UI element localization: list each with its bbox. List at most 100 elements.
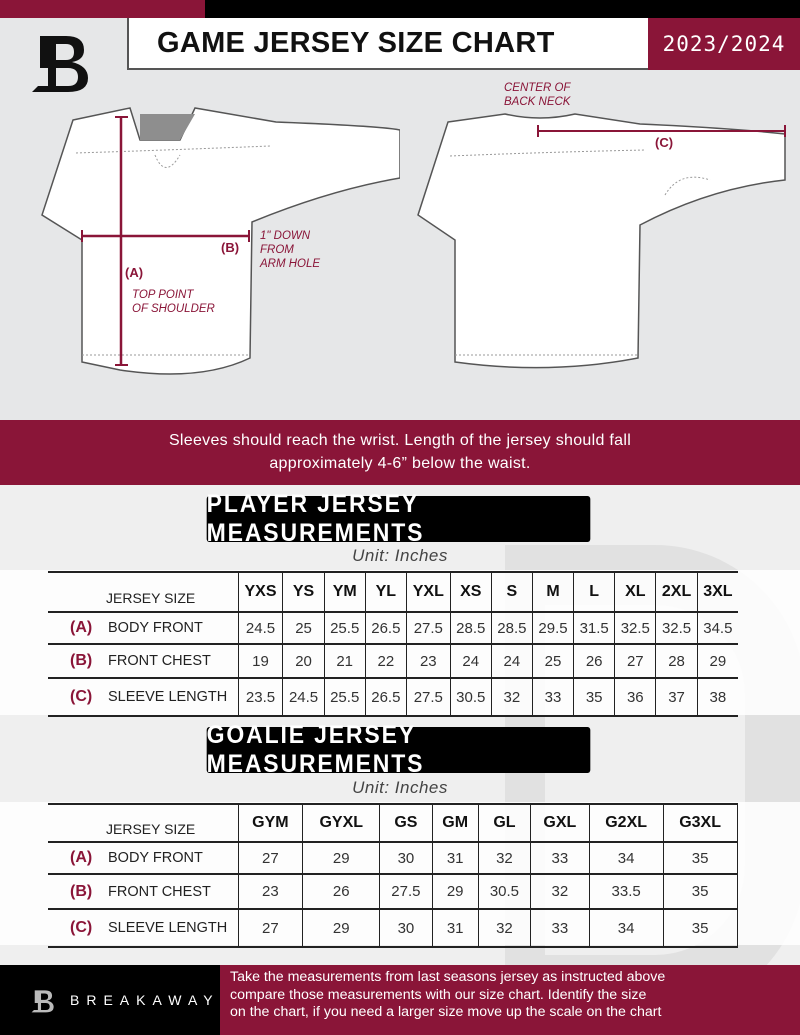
table-cell: 37	[655, 678, 698, 716]
table-cell: 33	[531, 678, 574, 716]
table-cell: 23.5	[237, 678, 283, 716]
size-column-header: YL	[364, 572, 407, 612]
measurement-label: (C) SLEEVE LENGTH	[70, 688, 228, 705]
table-cell: 25	[282, 612, 325, 644]
table-cell	[736, 842, 738, 874]
table-cell: 36	[614, 678, 656, 716]
table-cell: 25.5	[323, 678, 366, 716]
size-column-header: G3XL	[662, 804, 738, 842]
table-cell: 38	[696, 678, 738, 716]
table-cell: 32	[477, 909, 531, 947]
label-a: (A)	[125, 265, 144, 280]
instruction-banner: Sleeves should reach the wrist. Length o…	[0, 420, 800, 485]
table-cell: 31	[431, 909, 479, 947]
table-cell: 31	[431, 842, 479, 874]
table-cell	[736, 874, 738, 909]
size-column-header: GL	[477, 804, 531, 842]
measurement-label: (B) FRONT CHEST	[70, 882, 211, 900]
table-cell: 35	[662, 842, 738, 874]
table-cell: 28	[655, 644, 698, 678]
table-cell: 30	[379, 909, 433, 947]
table-row: (A) BODY FRONT 24.5 25 25.5 26.5 27.5 28.5 28.5 2…	[48, 612, 738, 644]
table-cell: 27	[237, 842, 303, 874]
table-cell: 22	[364, 644, 407, 678]
footer-brand-name: BREAKAWAY	[70, 992, 220, 1008]
size-column-header: YM	[323, 572, 366, 612]
table-cell: 28.5	[490, 612, 533, 644]
top-black-bar	[205, 0, 800, 18]
table-cell: 27	[237, 909, 303, 947]
table-cell: 29	[696, 644, 738, 678]
table-cell: 28.5	[449, 612, 492, 644]
size-column-header: YS	[282, 572, 325, 612]
table-cell: 32	[530, 874, 590, 909]
table-cell: 34	[588, 909, 664, 947]
table-cell: 29	[302, 842, 380, 874]
table-cell: 25	[531, 644, 574, 678]
table-cell: 31.5	[573, 612, 615, 644]
table-cell: 27	[614, 644, 656, 678]
front-jersey-diagram	[41, 107, 400, 375]
size-column-header: XS	[449, 572, 492, 612]
label-b: (B)	[221, 240, 240, 255]
size-column-header: GM	[431, 804, 479, 842]
measurement-label: (B) FRONT CHEST	[70, 652, 211, 669]
table-row: (C) SLEEVE LENGTH 23.5 24.5 25.5 26.5 27.5 30.5…	[48, 678, 738, 716]
table-cell: 19	[237, 644, 283, 678]
size-column-header: GYM	[237, 804, 303, 842]
goalie-unit: Unit: Inches	[352, 778, 448, 797]
size-column-header: L	[573, 572, 615, 612]
table-cell: 23	[405, 644, 451, 678]
back-jersey-diagram	[417, 113, 786, 369]
table-cell: 33	[530, 842, 590, 874]
footer-instructions: Take the measurements from last seasons …	[220, 965, 800, 1035]
table-cell: 32.5	[614, 612, 656, 644]
season-badge: 2023/2024	[648, 18, 800, 70]
size-column-header: XL	[614, 572, 656, 612]
goalie-size-table: JERSEY SIZE GYM GYXL GS GM GL GXL G2XL G3XL (A) BO…	[48, 803, 738, 948]
table-cell: 29.5	[531, 612, 574, 644]
note-a: TOP POINT OF SHOULDER	[132, 289, 215, 315]
measurement-label: (C) SLEEVE LENGTH	[70, 919, 228, 936]
table-cell: 32	[490, 678, 533, 716]
table-cell: 34	[588, 842, 664, 874]
table-cell: 32	[477, 842, 531, 874]
size-column-header: S	[490, 572, 533, 612]
table-cell: 23	[237, 874, 303, 909]
table-cell: 30.5	[477, 874, 531, 909]
size-header: JERSEY SIZE	[106, 590, 196, 606]
table-cell: 29	[431, 874, 479, 909]
size-column-header: YXS	[237, 572, 283, 612]
top-accent-bar	[0, 0, 205, 18]
table-cell: 25.5	[323, 612, 366, 644]
note-b: 1" DOWN FROM ARM HOLE	[260, 230, 321, 270]
table-header-row: JERSEY SIZE YXS YS YM YL YXL XS S M L XL 2XL 3XL	[48, 572, 738, 612]
size-column-header: GXL	[530, 804, 590, 842]
table-cell: 34.5	[696, 612, 738, 644]
player-section-title: PLAYER JERSEY MEASUREMENTS	[206, 490, 591, 547]
goalie-section-title: GOALIE JERSEY MEASUREMENTS	[206, 721, 591, 778]
table-cell: 21	[323, 644, 366, 678]
table-cell: 27.5	[405, 612, 451, 644]
page-title-box: GAME JERSEY SIZE CHART	[127, 18, 648, 70]
table-cell: 27.5	[379, 874, 433, 909]
player-unit: Unit: Inches	[352, 546, 448, 565]
table-cell: 26	[302, 874, 380, 909]
size-column-header: M	[531, 572, 574, 612]
size-column-header: GS	[379, 804, 433, 842]
table-cell: 35	[662, 874, 738, 909]
table-cell: 35	[662, 909, 738, 947]
table-cell: 32.5	[655, 612, 698, 644]
size-column-header: GYXL	[302, 804, 380, 842]
table-header-row: JERSEY SIZE GYM GYXL GS GM GL GXL G2XL G3XL	[48, 804, 738, 842]
player-size-table: JERSEY SIZE YXS YS YM YL YXL XS S M L XL 2XL 3XL (A) B…	[48, 571, 738, 717]
table-row: (A) BODY FRONT 27 29 30 31 32 33 34 35	[48, 842, 738, 874]
table-cell: 33.5	[588, 874, 664, 909]
table-cell: 24.5	[237, 612, 283, 644]
table-cell: 24	[490, 644, 533, 678]
table-cell: 24	[449, 644, 492, 678]
size-column-header	[736, 804, 738, 842]
table-cell	[736, 909, 738, 947]
table-cell: 26.5	[364, 612, 407, 644]
table-cell: 33	[530, 909, 590, 947]
